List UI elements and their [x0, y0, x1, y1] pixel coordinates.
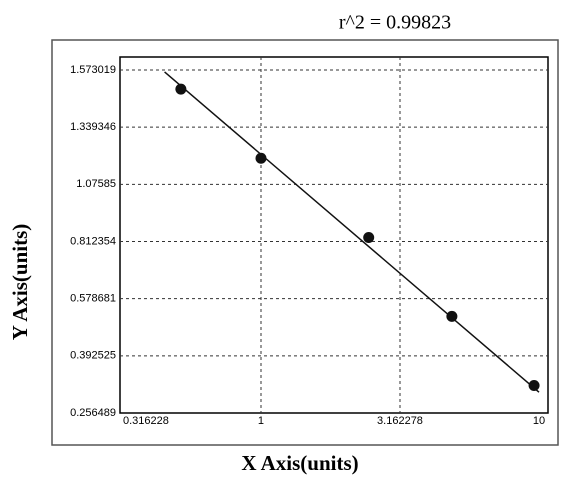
y-tick-label: 1.07585 [76, 178, 116, 190]
chart-title: r^2 = 0.99823 [339, 12, 451, 34]
data-point [446, 310, 458, 322]
data-point [255, 152, 267, 164]
y-tick-label: 0.392525 [70, 350, 116, 362]
x-tick-label: 3.162278 [377, 415, 423, 427]
data-point [175, 83, 187, 95]
plot-area [119, 56, 549, 414]
fit-line [164, 71, 540, 393]
data-point [528, 379, 540, 391]
data-point [363, 231, 375, 243]
y-tick-label: 1.339346 [70, 121, 116, 133]
y-tick-label: 0.578681 [70, 293, 116, 305]
y-tick-label: 0.256489 [70, 407, 116, 419]
y-tick-label: 1.573019 [70, 64, 116, 76]
y-tick-label: 0.812354 [70, 235, 116, 247]
x-tick-label: 1 [258, 415, 264, 427]
x-axis-label: X Axis(units) [241, 451, 358, 475]
x-tick-label: 0.316228 [123, 415, 169, 427]
y-axis-label: Y Axis(units) [8, 224, 32, 341]
x-tick-label: 10 [533, 415, 545, 427]
